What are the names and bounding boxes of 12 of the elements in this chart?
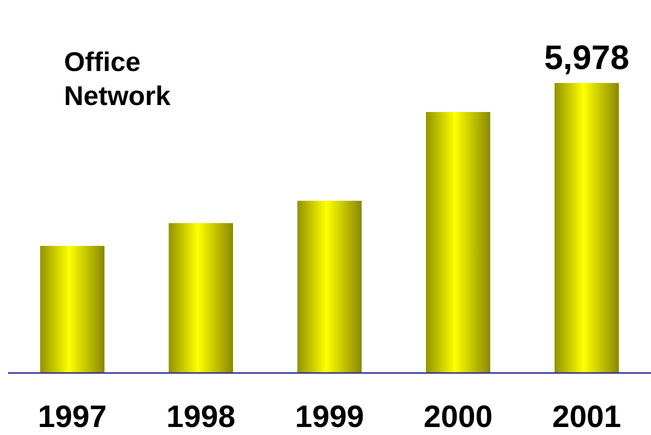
chart-title: Office Network [64, 47, 172, 111]
x-tick-label: 1997 [38, 399, 107, 434]
x-tick-label: 2001 [552, 399, 622, 434]
bar [168, 223, 234, 373]
bar [554, 83, 619, 373]
x-tick-label: 1999 [295, 399, 364, 434]
x-tick-label: 1998 [166, 399, 236, 434]
x-tick-label: 2000 [424, 399, 493, 434]
data-label: 5,978 [544, 39, 630, 77]
bar [297, 200, 362, 373]
bar [426, 112, 490, 373]
bar [40, 246, 104, 373]
